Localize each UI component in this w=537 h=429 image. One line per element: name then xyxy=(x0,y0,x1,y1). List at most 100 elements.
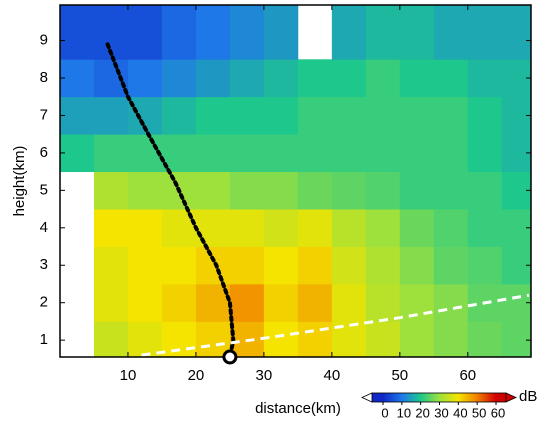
heat-cell xyxy=(433,321,469,358)
heat-cell xyxy=(127,59,163,98)
heat-cell xyxy=(399,171,435,210)
colorbar-label: dBZ xyxy=(519,388,537,405)
heat-cell xyxy=(433,283,469,322)
heat-cell xyxy=(331,134,367,173)
heat-cell xyxy=(433,96,469,135)
heat-cell xyxy=(93,283,129,322)
heat-cell xyxy=(501,5,532,60)
heat-cell xyxy=(365,5,401,60)
heat-cell xyxy=(263,134,299,173)
heat-cell xyxy=(467,209,503,247)
heat-cell xyxy=(365,96,401,135)
heat-cell xyxy=(433,171,469,210)
x-tick-label: 20 xyxy=(188,367,205,384)
heat-cell xyxy=(263,59,299,98)
heat-cell xyxy=(433,134,469,173)
heat-cell xyxy=(399,246,435,285)
heat-cell xyxy=(93,59,129,98)
heat-cell xyxy=(195,5,231,60)
heat-cell xyxy=(399,96,435,135)
x-tick-label: 30 xyxy=(256,367,273,384)
heat-cell xyxy=(501,321,532,358)
colorbar-tick-label: 0 xyxy=(381,405,388,420)
x-tick-label: 40 xyxy=(324,367,341,384)
heat-cell xyxy=(297,209,333,247)
heat-cell xyxy=(263,171,299,210)
heat-cell xyxy=(229,209,265,247)
colorbar-tick-label: 40 xyxy=(453,405,467,420)
heat-cell xyxy=(229,171,265,210)
heat-cell xyxy=(467,171,503,210)
heat-cell xyxy=(127,283,163,322)
heat-cell xyxy=(399,134,435,173)
heat-cell xyxy=(127,209,163,247)
heat-cell xyxy=(263,209,299,247)
heat-cell xyxy=(195,96,231,135)
heat-cell xyxy=(433,246,469,285)
heat-cell xyxy=(467,5,503,60)
heat-cell xyxy=(195,321,231,358)
heat-cell xyxy=(263,246,299,285)
heat-cell xyxy=(399,321,435,358)
y-tick-label: 6 xyxy=(40,144,48,161)
heat-cell xyxy=(195,171,231,210)
heat-cell xyxy=(365,171,401,210)
heat-cell xyxy=(433,5,469,60)
colorbar-tick-label: 60 xyxy=(491,405,505,420)
colorbar-tick-label: 10 xyxy=(397,405,411,420)
heat-cell xyxy=(93,96,129,135)
heat-cell xyxy=(127,134,163,173)
heat-cell xyxy=(161,5,197,60)
y-tick-label: 7 xyxy=(40,106,48,123)
heat-cell xyxy=(297,59,333,98)
heat-cell xyxy=(331,209,367,247)
heat-cell xyxy=(229,246,265,285)
heat-cell xyxy=(331,171,367,210)
heat-cell xyxy=(93,246,129,285)
y-axis-label: height(km) xyxy=(11,146,28,217)
heat-cell xyxy=(263,5,299,60)
heat-cell xyxy=(263,283,299,322)
heat-cell xyxy=(365,134,401,173)
heat-cell xyxy=(399,209,435,247)
x-tick-label: 10 xyxy=(120,367,137,384)
heat-cell xyxy=(331,59,367,98)
heat-cell xyxy=(229,283,265,322)
heat-cell xyxy=(297,283,333,322)
heat-cell xyxy=(161,96,197,135)
heat-cell xyxy=(195,246,231,285)
colorbar-tick-label: 30 xyxy=(434,405,448,420)
heat-cell xyxy=(161,283,197,322)
heat-cell xyxy=(365,321,401,358)
heat-cell xyxy=(433,209,469,247)
heat-cell xyxy=(467,96,503,135)
heat-cell xyxy=(433,59,469,98)
x-tick-label: 60 xyxy=(459,367,476,384)
heat-cell xyxy=(331,246,367,285)
colorbar xyxy=(371,392,507,403)
heat-cell xyxy=(229,59,265,98)
heat-cell xyxy=(127,246,163,285)
heat-cell xyxy=(93,209,129,247)
heat-cell xyxy=(365,209,401,247)
heat-cell xyxy=(297,134,333,173)
y-tick-label: 3 xyxy=(40,256,48,273)
y-tick-label: 1 xyxy=(40,331,48,348)
y-tick-label: 2 xyxy=(40,294,48,311)
colorbar-tick-label: 50 xyxy=(472,405,486,420)
heat-cell xyxy=(127,5,163,60)
colorbar-arrow xyxy=(505,392,517,403)
x-tick-label: 50 xyxy=(391,367,408,384)
heat-cell xyxy=(331,283,367,322)
heat-cell xyxy=(93,134,129,173)
heat-cell xyxy=(467,321,503,358)
heat-cell xyxy=(297,246,333,285)
y-tick-label: 5 xyxy=(40,181,48,198)
heat-cell xyxy=(60,96,95,135)
heat-cell xyxy=(365,246,401,285)
heat-cell xyxy=(297,171,333,210)
heat-cell xyxy=(467,134,503,173)
heat-cell xyxy=(127,171,163,210)
heat-cell xyxy=(297,321,333,358)
